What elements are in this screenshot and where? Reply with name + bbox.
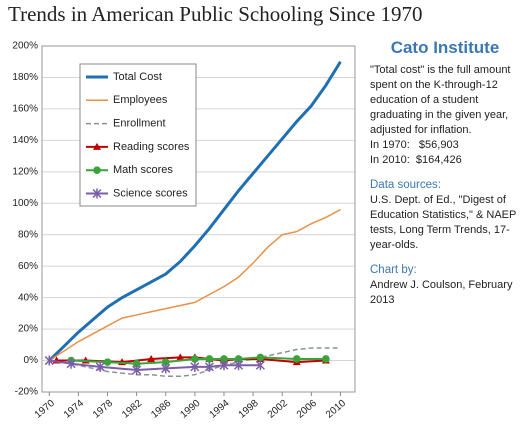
note: "Total cost" is the full amount spent on… <box>370 64 511 136</box>
legend-box <box>79 63 197 207</box>
marker <box>103 358 112 366</box>
x-tick-label: 1994 <box>207 398 231 421</box>
marker <box>322 355 330 363</box>
marker <box>234 355 243 363</box>
marker <box>161 363 171 374</box>
x-tick-label: 1978 <box>91 398 115 421</box>
legend-label: Total Cost <box>113 71 162 83</box>
sources-heading: Data sources: <box>370 179 441 191</box>
series-line <box>48 60 342 362</box>
x-tick-label: 1986 <box>149 398 173 421</box>
legend-marker <box>93 142 101 150</box>
credit-heading: Chart by: <box>370 264 417 276</box>
legend-marker <box>93 166 101 174</box>
x-tick-label: 2010 <box>324 398 348 421</box>
marker <box>204 361 214 372</box>
y-tick-label: 180% <box>12 72 38 83</box>
chart-title: Trends in American Public Schooling Sinc… <box>8 2 423 26</box>
y-tick-label: 80% <box>18 229 38 240</box>
legend-label: Math scores <box>113 164 173 176</box>
sidebar-title: Cato Institute <box>390 38 500 57</box>
y-tick-label: 60% <box>18 261 38 272</box>
x-tick-label: 2002 <box>266 398 290 421</box>
series-line <box>49 359 261 371</box>
x-tick-label: 1970 <box>33 398 57 421</box>
marker <box>292 355 301 363</box>
x-tick-label: 2006 <box>295 398 319 421</box>
legend-label: Employees <box>113 94 168 106</box>
x-tick-label: 1974 <box>62 398 86 421</box>
y-tick-label: 120% <box>12 166 38 177</box>
legend-label: Science scores <box>113 187 188 199</box>
sidebar: Cato Institute "Total cost" is the full … <box>370 38 520 308</box>
marker <box>205 355 214 363</box>
y-tick-label: 0% <box>24 355 39 366</box>
marker <box>95 361 105 372</box>
cost-2010: In 2010: $164,426 <box>370 154 462 166</box>
x-tick-label: 1990 <box>178 398 202 421</box>
legend-label: Reading scores <box>113 141 190 153</box>
sources: U.S. Dept. of Ed., "Digest of Education … <box>370 194 517 251</box>
y-tick-label: 100% <box>12 198 38 209</box>
legend: Total Cost Employees Enrollment Reading sco… <box>79 63 197 207</box>
y-tick-label: -20% <box>15 387 38 398</box>
marker <box>256 353 265 362</box>
y-tick-label: 20% <box>18 324 38 335</box>
marker <box>161 358 170 366</box>
marker <box>191 355 199 363</box>
y-tick-label: 140% <box>12 135 38 146</box>
marker <box>176 353 185 361</box>
legend-label: Enrollment <box>113 118 166 130</box>
marker <box>234 360 244 371</box>
y-tick-label: 160% <box>12 104 38 115</box>
marker <box>220 355 228 363</box>
cost-1970: In 1970: $56,903 <box>370 139 459 151</box>
y-tick-label: 200% <box>12 41 38 52</box>
marker <box>190 361 200 372</box>
marker <box>132 364 142 375</box>
marker <box>66 358 76 369</box>
y-tick-label: 40% <box>18 292 38 303</box>
marker <box>44 355 54 366</box>
credit: Andrew J. Coulson, February 2013 <box>370 279 513 306</box>
marker <box>255 360 265 371</box>
legend-marker <box>92 188 102 199</box>
marker <box>147 354 156 362</box>
marker <box>132 359 141 368</box>
series-line <box>48 208 341 362</box>
marker <box>219 360 229 371</box>
x-tick-label: 1998 <box>237 398 261 421</box>
plot-frame <box>41 45 356 393</box>
x-tick-label: 1982 <box>120 398 144 421</box>
